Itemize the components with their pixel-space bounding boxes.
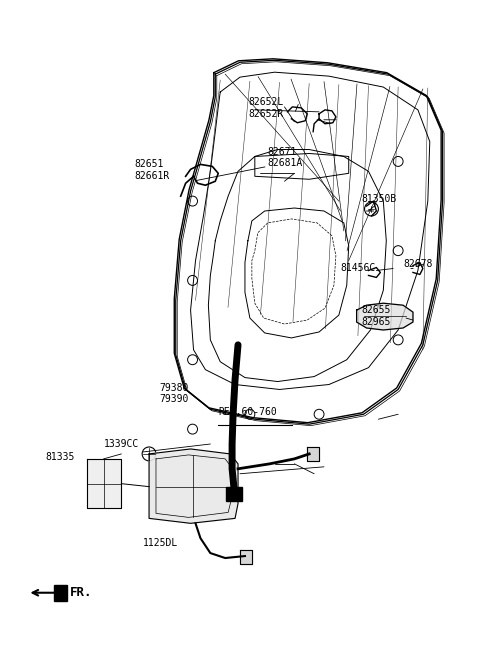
Polygon shape [307, 447, 319, 461]
Text: FR.: FR. [70, 586, 93, 599]
Polygon shape [226, 487, 242, 500]
Text: 82652L
82652R: 82652L 82652R [248, 97, 283, 119]
Text: 82655
82965: 82655 82965 [361, 305, 391, 327]
Text: 79380
79390: 79380 79390 [159, 383, 188, 404]
Text: 82678: 82678 [403, 259, 432, 269]
Polygon shape [357, 303, 413, 330]
Text: 81335: 81335 [45, 452, 75, 462]
Polygon shape [54, 585, 67, 601]
Text: REF.60-760: REF.60-760 [218, 407, 277, 417]
Text: 1125DL: 1125DL [143, 538, 179, 548]
Text: 82671
82681A: 82671 82681A [268, 147, 303, 168]
Text: 82651
82661R: 82651 82661R [134, 159, 169, 181]
Polygon shape [240, 550, 252, 564]
Polygon shape [87, 459, 121, 508]
Text: 1339CC: 1339CC [104, 439, 139, 449]
Text: 81350B: 81350B [361, 194, 397, 204]
Polygon shape [149, 449, 238, 523]
Text: 81456C: 81456C [341, 263, 376, 272]
